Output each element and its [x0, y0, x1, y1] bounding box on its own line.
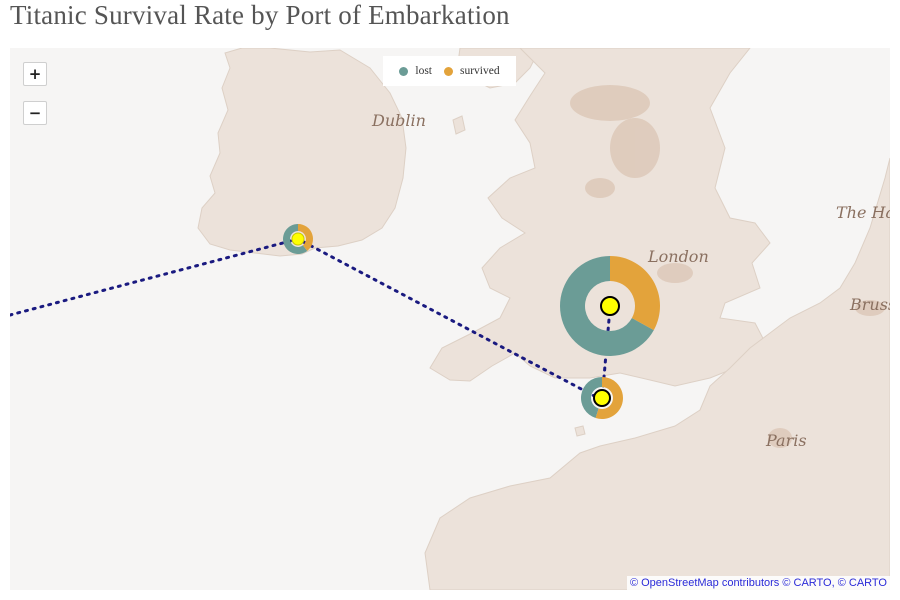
legend-label-survived: survived: [460, 65, 500, 77]
map-attribution[interactable]: © OpenStreetMap contributors © CARTO, © …: [626, 576, 890, 590]
zoom-out-button[interactable]: −: [23, 101, 47, 125]
land-great-britain: [429, 48, 771, 387]
city-label-paris: Paris: [765, 431, 807, 450]
land-isle-of-man: [452, 115, 466, 135]
donut-cherbourg[interactable]: [580, 377, 623, 419]
page-title: Titanic Survival Rate by Port of Embarka…: [10, 0, 510, 30]
map-panel[interactable]: Dublin London The Hague Brussels Paris +…: [10, 48, 890, 590]
donut-cherbourg-survived: [595, 377, 623, 419]
legend-item-survived[interactable]: survived: [444, 65, 500, 77]
donut-cherbourg-lost: [580, 377, 602, 419]
legend-label-lost: lost: [415, 65, 432, 77]
zoom-in-button[interactable]: +: [23, 62, 47, 86]
port-marker-cherbourg[interactable]: [593, 389, 611, 407]
donut-southampton-lost: [560, 256, 654, 356]
map-canvas[interactable]: Dublin London The Hague Brussels Paris: [10, 48, 890, 590]
donut-southampton[interactable]: [560, 256, 661, 356]
city-label-brussels: Brussels: [849, 295, 890, 314]
port-marker-southampton[interactable]: [600, 296, 620, 316]
land-channel-islands: [574, 425, 586, 437]
legend-swatch-lost: [399, 66, 409, 76]
donut-southampton-survived: [610, 256, 661, 331]
donut-queenstown[interactable]: [283, 224, 314, 254]
land-continent: [424, 157, 890, 590]
land-ireland: [197, 48, 407, 257]
port-marker-queenstown[interactable]: [291, 232, 305, 246]
donut-queenstown-survived: [298, 224, 314, 251]
city-label-london: London: [647, 247, 709, 266]
legend: lost survived: [383, 56, 516, 86]
donut-queenstown-lost: [283, 224, 308, 254]
legend-swatch-survived: [444, 66, 453, 76]
legend-item-lost[interactable]: lost: [399, 65, 432, 77]
city-label-hague: The Hague: [836, 203, 890, 222]
city-label-dublin: Dublin: [371, 111, 426, 130]
urban-areas: [570, 85, 885, 448]
